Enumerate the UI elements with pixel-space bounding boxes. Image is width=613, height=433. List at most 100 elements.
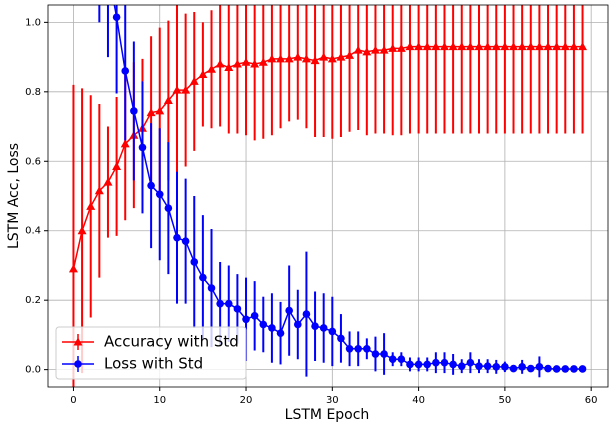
marker: [173, 233, 181, 242]
x-tick-label: 0: [70, 395, 76, 406]
marker: [414, 42, 424, 51]
marker: [241, 57, 251, 66]
marker: [388, 355, 397, 364]
plot-frame: [47, 4, 609, 388]
marker: [302, 310, 311, 318]
marker: [199, 273, 207, 282]
marker: [250, 312, 259, 320]
marker: [258, 57, 268, 66]
marker: [345, 50, 355, 59]
marker: [233, 305, 242, 313]
marker: [422, 42, 432, 51]
marker: [216, 299, 224, 308]
marker: [207, 284, 216, 292]
y-tick-label: 0.0: [25, 365, 41, 376]
marker: [190, 258, 199, 266]
marker: [396, 43, 406, 52]
marker: [370, 45, 380, 54]
marker: [164, 204, 173, 212]
marker: [155, 190, 164, 199]
x-tick-label: 60: [585, 395, 598, 406]
marker: [319, 52, 329, 61]
legend-box: [55, 326, 247, 380]
marker: [155, 106, 165, 115]
legend-label: Loss with Std: [104, 355, 203, 373]
marker: [147, 181, 155, 190]
marker: [371, 350, 380, 358]
marker: [345, 345, 354, 353]
marker: [327, 54, 337, 63]
marker: [181, 85, 191, 94]
marker: [474, 42, 484, 51]
marker: [405, 42, 415, 51]
marker: [552, 42, 562, 51]
marker: [242, 315, 250, 324]
marker: [77, 226, 87, 235]
marker: [492, 363, 501, 371]
marker: [336, 52, 346, 61]
marker: [293, 52, 303, 61]
legend-label: Accuracy with Std: [104, 333, 239, 351]
x-tick-label: 20: [240, 395, 253, 406]
marker: [466, 358, 475, 367]
marker: [163, 96, 173, 104]
marker: [112, 161, 122, 170]
marker: [284, 54, 294, 63]
marker: [431, 42, 441, 51]
marker: [224, 299, 233, 308]
x-axis-label: LSTM Epoch: [285, 407, 370, 423]
marker: [189, 76, 199, 85]
marker: [130, 107, 138, 115]
marker: [68, 264, 78, 273]
x-tick-label: 30: [326, 395, 339, 406]
marker: [146, 108, 156, 117]
marker: [491, 42, 501, 51]
marker: [501, 363, 509, 371]
marker: [406, 360, 414, 369]
marker: [362, 47, 372, 56]
marker: [380, 350, 388, 358]
marker: [543, 42, 553, 51]
marker: [293, 320, 302, 329]
marker: [569, 42, 579, 51]
marker: [397, 355, 406, 364]
marker: [483, 42, 493, 51]
marker: [517, 42, 527, 51]
marker: [379, 45, 389, 54]
legend-marker: [74, 360, 82, 368]
marker: [276, 54, 286, 63]
marker: [112, 13, 121, 21]
marker: [121, 67, 130, 75]
marker: [259, 320, 268, 329]
marker: [215, 59, 225, 68]
marker: [423, 360, 432, 369]
marker: [172, 85, 182, 94]
marker: [526, 364, 535, 373]
marker: [509, 42, 519, 51]
marker: [534, 42, 544, 51]
marker: [483, 362, 492, 370]
marker: [448, 42, 458, 51]
marker: [457, 362, 466, 370]
marker: [86, 201, 96, 210]
marker: [138, 143, 147, 152]
plot-area: [68, 5, 588, 387]
marker: [354, 345, 363, 353]
marker: [526, 42, 536, 51]
y-axis-label: LSTM Acc, Loss: [6, 143, 22, 249]
marker: [432, 358, 440, 367]
y-tick-label: 0.8: [25, 87, 41, 98]
y-tick-label: 0.4: [25, 226, 41, 237]
marker: [570, 365, 578, 373]
marker: [301, 54, 311, 63]
x-tick-label: 50: [499, 395, 512, 406]
marker: [388, 43, 398, 52]
marker: [561, 365, 570, 373]
marker: [552, 365, 561, 373]
marker: [578, 365, 587, 373]
marker: [439, 42, 449, 51]
marker: [94, 186, 104, 195]
marker: [449, 360, 457, 369]
marker: [535, 363, 544, 371]
